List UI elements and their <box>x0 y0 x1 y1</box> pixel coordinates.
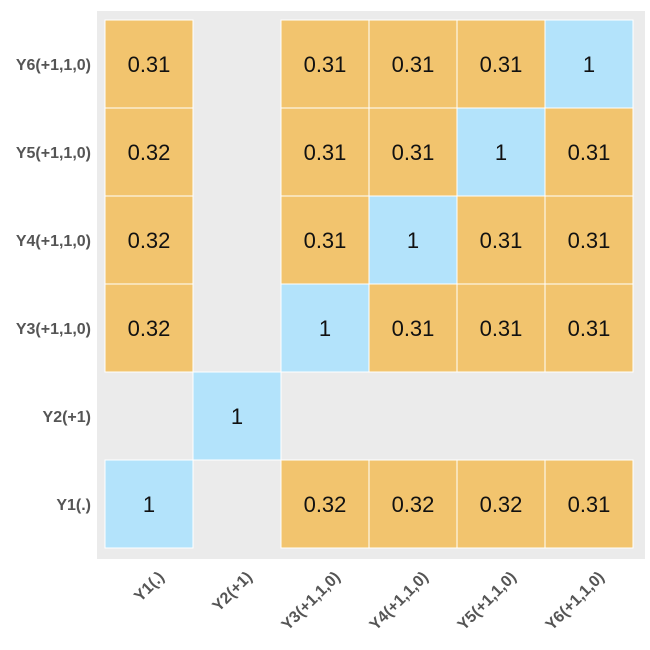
heatmap-cell <box>368 195 458 285</box>
heatmap-cell <box>368 283 458 373</box>
cell-value-label: 0.31 <box>392 316 435 341</box>
y-tick-label: Y5(+1,1,0) <box>16 145 91 162</box>
heatmap-cells: 1 0.32 0.32 0.32 0.31 1 0.32 1 0.31 0.31 0.31 0.32 0… <box>104 19 634 549</box>
heatmap-cell <box>280 195 370 285</box>
cell-value-label: 1 <box>495 140 507 165</box>
cell-value-label: 1 <box>143 492 155 517</box>
cell-value-label: 0.31 <box>568 492 611 517</box>
cell-value-label: 1 <box>583 52 595 77</box>
cell-value-label: 1 <box>407 228 419 253</box>
cell-value-label: 0.31 <box>392 52 435 77</box>
x-tick-label: Y3(+1,1,0) <box>279 569 344 634</box>
cell-value-label: 0.32 <box>304 492 347 517</box>
y-axis-tick-labels: Y1(.) Y2(+1) Y3(+1,1,0) Y4(+1,1,0) Y5(+1,1,0… <box>16 57 91 514</box>
heatmap-cell <box>544 283 634 373</box>
heatmap-cell <box>368 19 458 109</box>
heatmap-cell <box>456 19 546 109</box>
y-tick-label: Y3(+1,1,0) <box>16 321 91 338</box>
heatmap-cell <box>456 459 546 549</box>
x-tick-label: Y1(.) <box>131 569 168 606</box>
heatmap-cell <box>104 459 194 549</box>
heatmap-cell <box>544 19 634 109</box>
heatmap-cell <box>280 283 370 373</box>
heatmap-cell <box>368 107 458 197</box>
cell-value-label: 0.32 <box>128 228 171 253</box>
heatmap-cell <box>192 371 282 461</box>
y-tick-label: Y1(.) <box>56 497 91 514</box>
x-tick-label: Y2(+1) <box>210 569 256 615</box>
cell-value-label: 1 <box>319 316 331 341</box>
y-tick-label: Y6(+1,1,0) <box>16 57 91 74</box>
heatmap-cell <box>456 283 546 373</box>
heatmap-cell <box>456 107 546 197</box>
x-tick-label: Y6(+1,1,0) <box>543 569 608 634</box>
cell-value-label: 0.31 <box>128 52 171 77</box>
cell-value-label: 0.31 <box>304 228 347 253</box>
cell-value-label: 1 <box>231 404 243 429</box>
cell-value-label: 0.31 <box>304 52 347 77</box>
cell-value-label: 0.32 <box>128 140 171 165</box>
cell-value-label: 0.31 <box>480 52 523 77</box>
heatmap-cell <box>280 459 370 549</box>
cell-value-label: 0.32 <box>480 492 523 517</box>
heatmap-cell <box>280 19 370 109</box>
x-tick-label: Y4(+1,1,0) <box>367 569 432 634</box>
cell-value-label: 0.31 <box>304 140 347 165</box>
heatmap-cell <box>104 195 194 285</box>
heatmap-cell <box>104 107 194 197</box>
heatmap-cell <box>544 459 634 549</box>
cell-value-label: 0.32 <box>128 316 171 341</box>
heatmap-cell <box>104 283 194 373</box>
cell-value-label: 0.31 <box>480 316 523 341</box>
heatmap-cell <box>368 459 458 549</box>
y-tick-label: Y2(+1) <box>43 409 91 426</box>
y-tick-label: Y4(+1,1,0) <box>16 233 91 250</box>
cell-value-label: 0.31 <box>480 228 523 253</box>
cell-value-label: 0.31 <box>392 140 435 165</box>
heatmap-cell <box>280 107 370 197</box>
cell-value-label: 0.31 <box>568 228 611 253</box>
x-axis-tick-labels: Y1(.) Y2(+1) Y3(+1,1,0) Y4(+1,1,0) Y5(+1,1,0… <box>131 569 608 634</box>
x-tick-label: Y5(+1,1,0) <box>455 569 520 634</box>
heatmap-cell <box>104 19 194 109</box>
cell-value-label: 0.32 <box>392 492 435 517</box>
cell-value-label: 0.31 <box>568 316 611 341</box>
heatmap-cell <box>456 195 546 285</box>
heatmap-cell <box>544 195 634 285</box>
cell-value-label: 0.31 <box>568 140 611 165</box>
